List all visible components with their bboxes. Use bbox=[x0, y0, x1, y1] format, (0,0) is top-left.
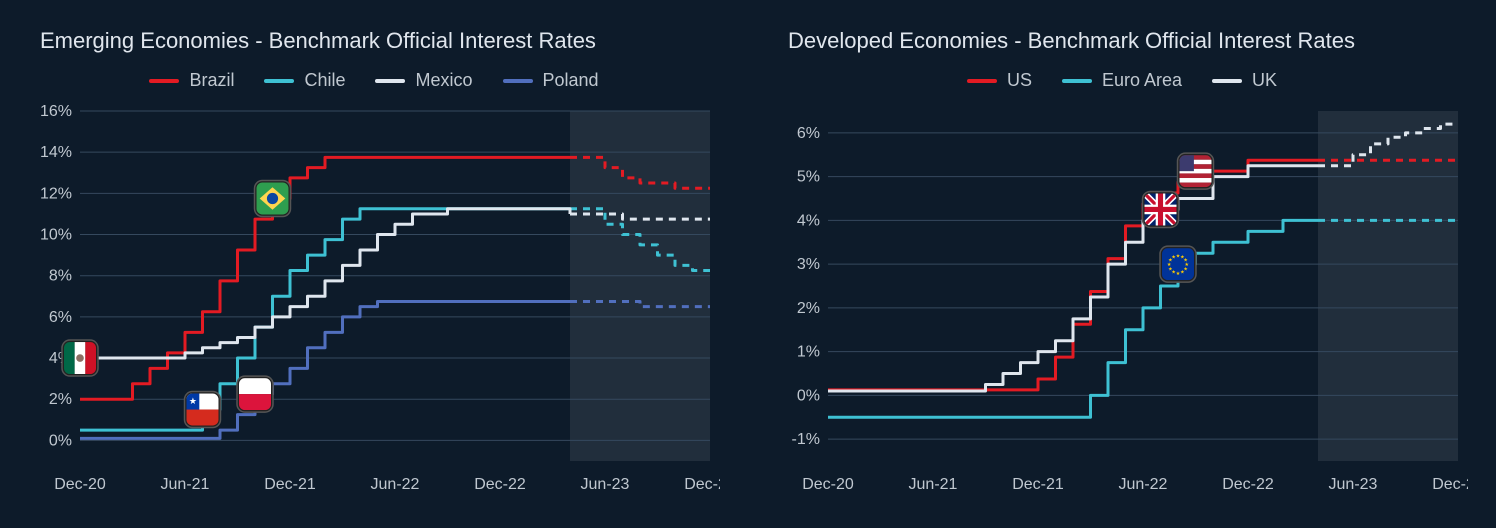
legend-swatch bbox=[264, 79, 294, 83]
svg-text:★: ★ bbox=[189, 396, 197, 406]
legend-item-chile: Chile bbox=[264, 70, 345, 91]
flag-chile-icon: ★ bbox=[185, 392, 221, 428]
legend-label: Poland bbox=[543, 70, 599, 91]
svg-text:★: ★ bbox=[1171, 254, 1176, 260]
svg-text:Jun-22: Jun-22 bbox=[1119, 476, 1168, 493]
legend-swatch bbox=[375, 79, 405, 83]
svg-text:Jun-22: Jun-22 bbox=[371, 476, 420, 493]
legend-item-uk: UK bbox=[1212, 70, 1277, 91]
svg-text:5%: 5% bbox=[797, 169, 820, 186]
legend-swatch bbox=[149, 79, 179, 83]
legend-swatch bbox=[1212, 79, 1242, 83]
svg-text:Jun-21: Jun-21 bbox=[909, 476, 958, 493]
svg-text:★: ★ bbox=[1180, 270, 1185, 276]
svg-text:Jun-23: Jun-23 bbox=[1329, 476, 1378, 493]
svg-text:4%: 4% bbox=[797, 212, 820, 229]
svg-text:Dec-21: Dec-21 bbox=[1012, 476, 1064, 493]
svg-text:-1%: -1% bbox=[792, 431, 820, 448]
flag-euro-area-icon: ★★★★★★★★★★★★ bbox=[1160, 246, 1196, 282]
svg-text:1%: 1% bbox=[797, 344, 820, 361]
svg-text:0%: 0% bbox=[49, 432, 72, 449]
svg-text:2%: 2% bbox=[49, 391, 72, 408]
legend-emerging: Brazil Chile Mexico Poland bbox=[20, 70, 728, 91]
svg-text:Dec-22: Dec-22 bbox=[1222, 476, 1274, 493]
svg-text:Dec-21: Dec-21 bbox=[264, 476, 316, 493]
svg-text:Dec-22: Dec-22 bbox=[474, 476, 526, 493]
svg-text:Jun-21: Jun-21 bbox=[161, 476, 210, 493]
flag-us-icon bbox=[1178, 153, 1214, 189]
svg-text:12%: 12% bbox=[40, 185, 72, 202]
legend-label: US bbox=[1007, 70, 1032, 91]
legend-swatch bbox=[503, 79, 533, 83]
svg-text:Jun-23: Jun-23 bbox=[581, 476, 630, 493]
legend-item-us: US bbox=[967, 70, 1032, 91]
legend-label: Chile bbox=[304, 70, 345, 91]
flag-brazil-icon bbox=[255, 181, 291, 217]
legend-label: Euro Area bbox=[1102, 70, 1182, 91]
legend-swatch bbox=[1062, 79, 1092, 83]
svg-text:Dec-20: Dec-20 bbox=[54, 476, 106, 493]
panel-emerging: Emerging Economies - Benchmark Official … bbox=[20, 20, 728, 518]
svg-text:10%: 10% bbox=[40, 227, 72, 244]
legend-item-poland: Poland bbox=[503, 70, 599, 91]
title-developed: Developed Economies - Benchmark Official… bbox=[788, 28, 1476, 54]
svg-text:Dec-23: Dec-23 bbox=[1432, 476, 1468, 493]
svg-text:8%: 8% bbox=[49, 268, 72, 285]
flag-poland-icon bbox=[237, 376, 273, 412]
legend-label: Mexico bbox=[415, 70, 472, 91]
svg-text:14%: 14% bbox=[40, 144, 72, 161]
legend-label: Brazil bbox=[189, 70, 234, 91]
svg-text:6%: 6% bbox=[49, 309, 72, 326]
svg-text:16%: 16% bbox=[40, 103, 72, 120]
svg-text:★: ★ bbox=[1176, 271, 1181, 277]
legend-item-mexico: Mexico bbox=[375, 70, 472, 91]
flag-uk-icon bbox=[1143, 191, 1179, 227]
panel-developed: Developed Economies - Benchmark Official… bbox=[768, 20, 1476, 518]
svg-text:Dec-23: Dec-23 bbox=[684, 476, 720, 493]
title-emerging: Emerging Economies - Benchmark Official … bbox=[40, 28, 728, 54]
svg-text:0%: 0% bbox=[797, 387, 820, 404]
chart-emerging: 0%2%4%6%8%10%12%14%16%Dec-20Jun-21Dec-21… bbox=[20, 101, 728, 518]
flag-mexico-icon bbox=[62, 340, 98, 376]
legend-label: UK bbox=[1252, 70, 1277, 91]
svg-text:Dec-20: Dec-20 bbox=[802, 476, 854, 493]
legend-swatch bbox=[967, 79, 997, 83]
legend-item-brazil: Brazil bbox=[149, 70, 234, 91]
legend-developed: US Euro Area UK bbox=[768, 70, 1476, 91]
svg-text:6%: 6% bbox=[797, 125, 820, 142]
page: Emerging Economies - Benchmark Official … bbox=[0, 0, 1496, 528]
legend-item-euro-area: Euro Area bbox=[1062, 70, 1182, 91]
svg-text:3%: 3% bbox=[797, 256, 820, 273]
chart-developed: -1% 0% 1% 2% 3% 4% 5% 6% Dec-20 Jun-21 Dec-21 Jun-2… bbox=[768, 101, 1476, 518]
svg-text:2%: 2% bbox=[797, 300, 820, 317]
